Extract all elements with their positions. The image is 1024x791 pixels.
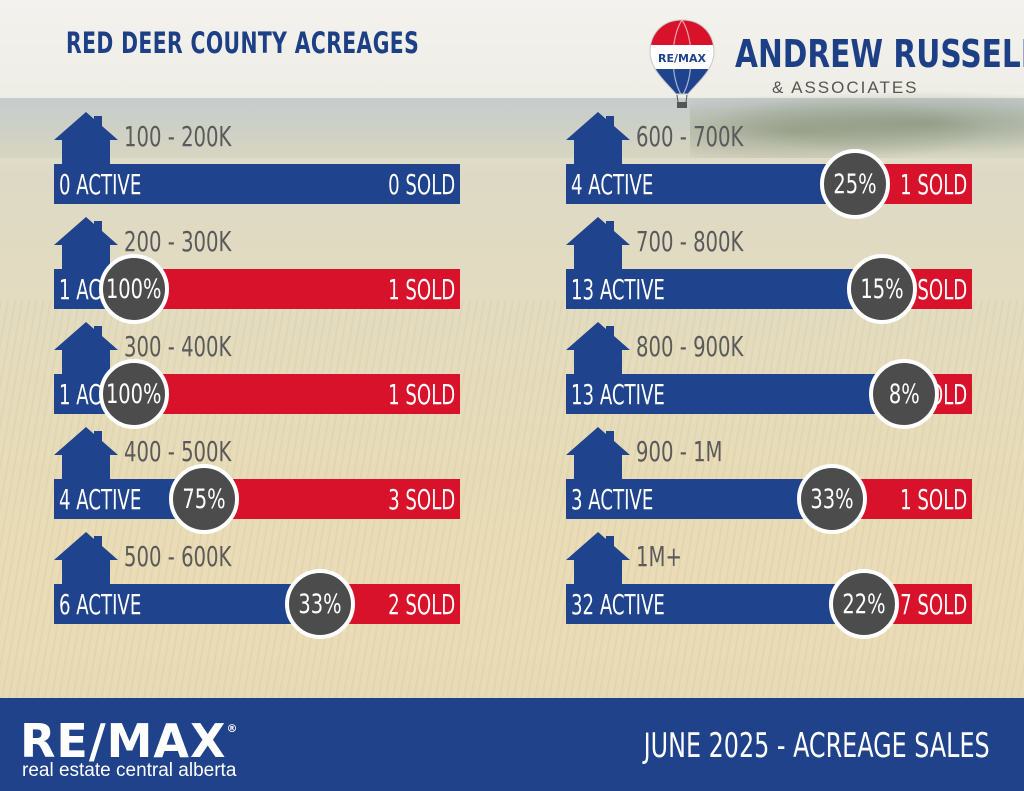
sold-segment [132, 374, 460, 414]
footer-bar: RE/MAX® real estate central alberta JUNE… [0, 698, 1024, 791]
price-range-label: 900 - 1M [636, 435, 723, 468]
absorption-rate-label: 15% [860, 273, 904, 305]
active-sold-bar: 6 ACTIVE 2 SOLD 33% [54, 569, 460, 639]
price-range-row: 500 - 600K 6 ACTIVE 2 SOLD 33% [54, 528, 460, 639]
active-segment [566, 164, 853, 204]
sold-count-label: 1 SOLD [387, 378, 455, 411]
absorption-rate-label: 22% [842, 588, 886, 620]
absorption-rate-circle: 75% [169, 464, 239, 534]
house-icon [566, 322, 630, 378]
remax-balloon-icon: RE/MAX [649, 19, 715, 108]
footer-caption: JUNE 2025 - ACREAGE SALES [643, 726, 990, 766]
active-sold-bar: 0 ACTIVE 0 SOLD [54, 164, 460, 204]
house-icon [566, 532, 630, 588]
price-range-label: 300 - 400K [124, 330, 232, 363]
active-sold-bar: 4 ACTIVE 3 SOLD 75% [54, 464, 460, 534]
absorption-rate-circle: 33% [797, 464, 867, 534]
brand-name: ANDREW RUSSELL [735, 32, 1024, 76]
absorption-rate-circle: 100% [99, 254, 169, 324]
page-title: RED DEER COUNTY ACREAGES [66, 26, 420, 60]
absorption-rate-label: 25% [833, 168, 877, 200]
active-segment [566, 479, 830, 519]
sold-segment [132, 269, 460, 309]
balloon-text: RE/MAX [658, 52, 706, 65]
footer-logo-mark: ® [226, 722, 239, 735]
active-sold-bar: 32 ACTIVE 7 SOLD 22% [566, 569, 972, 639]
absorption-rate-circle: 33% [285, 569, 355, 639]
active-sold-bar: 3 ACTIVE 1 SOLD 33% [566, 464, 972, 534]
absorption-rate-label: 33% [810, 483, 854, 515]
active-count-label: 6 ACTIVE [59, 588, 142, 621]
price-range-label: 500 - 600K [124, 540, 232, 573]
active-count-label: 3 ACTIVE [571, 483, 654, 516]
active-segment [566, 584, 862, 624]
background-trees [690, 88, 1024, 158]
price-range-label: 800 - 900K [636, 330, 744, 363]
sold-count-label: 0 SOLD [387, 168, 455, 201]
price-range-label: 600 - 700K [636, 120, 744, 153]
sold-segment [202, 479, 460, 519]
price-range-row: 400 - 500K 4 ACTIVE 3 SOLD 75% [54, 423, 460, 534]
house-icon [54, 427, 118, 483]
absorption-rate-label: 8% [888, 378, 920, 410]
sold-count-label: 2 SOLD [387, 588, 455, 621]
footer-remax-logo: RE/MAX® [20, 714, 239, 768]
absorption-rate-circle: 25% [820, 149, 890, 219]
house-icon [54, 217, 118, 273]
active-count-label: 13 ACTIVE [571, 378, 665, 411]
sold-count-label: 3 SOLD [387, 483, 455, 516]
sold-count-label: 1 SOLD [899, 168, 967, 201]
footer-subtitle: real estate central alberta [22, 760, 237, 781]
house-icon [566, 427, 630, 483]
absorption-rate-circle: 100% [99, 359, 169, 429]
absorption-rate-label: 75% [182, 483, 226, 515]
active-count-label: 13 ACTIVE [571, 273, 665, 306]
active-segment [54, 164, 460, 204]
price-range-label: 200 - 300K [124, 225, 232, 258]
active-sold-bar: 13 ACTIVE 2 SOLD 15% [566, 254, 972, 324]
active-count-label: 4 ACTIVE [571, 168, 654, 201]
house-icon [54, 322, 118, 378]
active-count-label: 32 ACTIVE [571, 588, 665, 621]
price-range-row: 900 - 1M 3 ACTIVE 1 SOLD 33% [566, 423, 972, 534]
house-icon [54, 112, 118, 168]
active-segment [54, 584, 318, 624]
house-icon [54, 532, 118, 588]
price-range-row: 1M+ 32 ACTIVE 7 SOLD 22% [566, 528, 972, 639]
absorption-rate-circle: 15% [847, 254, 917, 324]
sold-count-label: 1 SOLD [899, 483, 967, 516]
absorption-rate-label: 33% [298, 588, 342, 620]
active-segment [566, 269, 880, 309]
price-range-label: 400 - 500K [124, 435, 232, 468]
price-range-label: 700 - 800K [636, 225, 744, 258]
active-segment [566, 374, 902, 414]
absorption-rate-label: 100% [106, 273, 162, 305]
active-count-label: 0 ACTIVE [59, 168, 142, 201]
price-range-row: 100 - 200K 0 ACTIVE 0 SOLD [54, 108, 460, 208]
footer-logo-text: RE/MAX [20, 714, 227, 768]
active-sold-bar: 4 ACTIVE 1 SOLD 25% [566, 149, 972, 219]
price-range-row: 600 - 700K 4 ACTIVE 1 SOLD 25% [566, 108, 972, 219]
sold-count-label: 1 SOLD [387, 273, 455, 306]
house-icon [566, 112, 630, 168]
absorption-rate-label: 100% [106, 378, 162, 410]
house-icon [566, 217, 630, 273]
price-range-label: 1M+ [636, 540, 682, 573]
active-count-label: 4 ACTIVE [59, 483, 142, 516]
price-range-row: 700 - 800K 13 ACTIVE 2 SOLD 15% [566, 213, 972, 324]
absorption-rate-circle: 8% [869, 359, 939, 429]
brand-subtitle: & ASSOCIATES [772, 78, 919, 97]
absorption-rate-circle: 22% [829, 569, 899, 639]
price-range-label: 100 - 200K [124, 120, 232, 153]
sold-count-label: 7 SOLD [899, 588, 967, 621]
